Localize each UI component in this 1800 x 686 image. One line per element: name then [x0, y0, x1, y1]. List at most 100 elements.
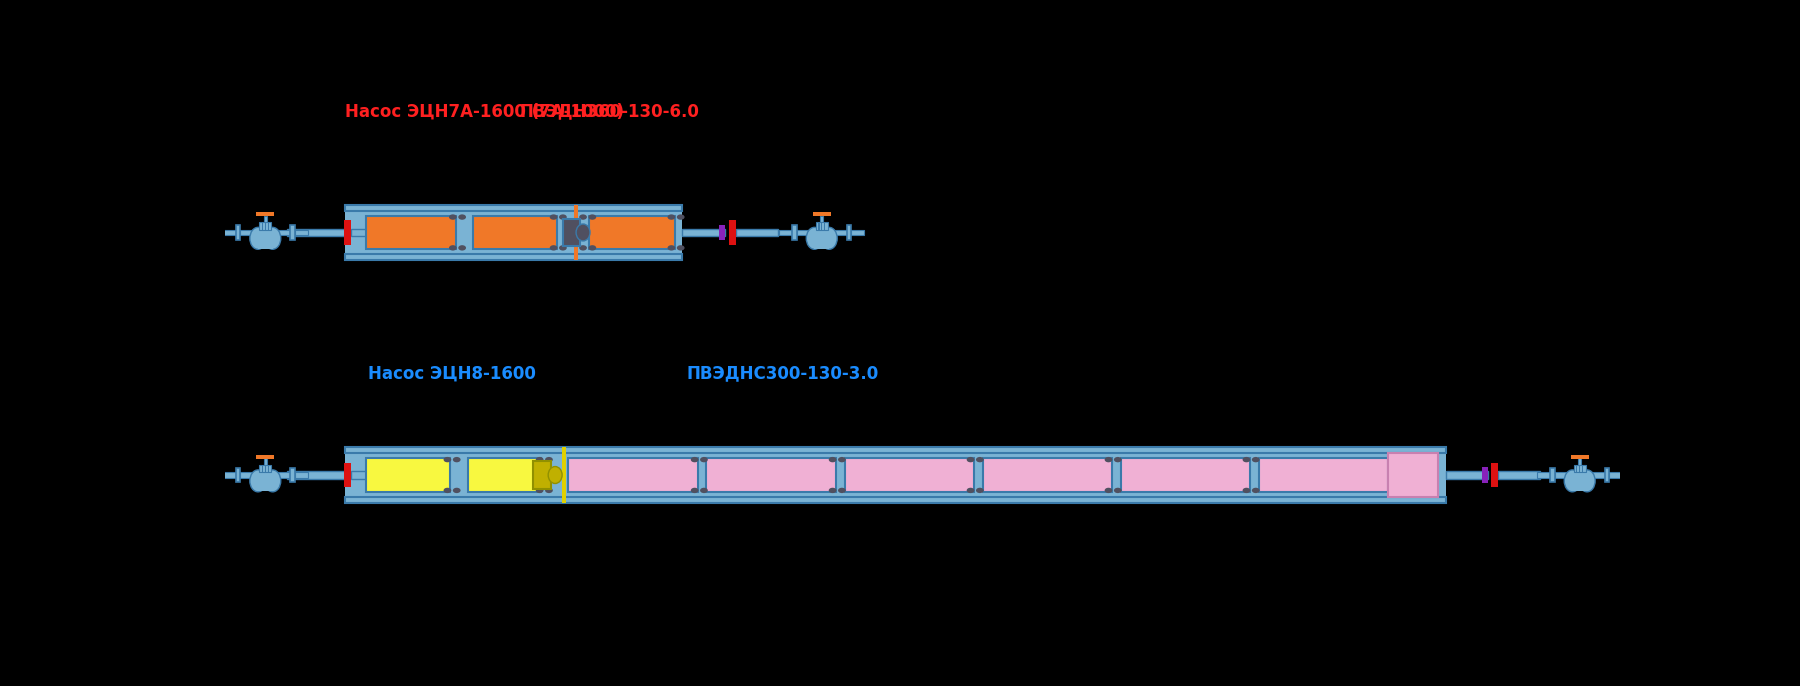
Ellipse shape: [549, 245, 558, 250]
Bar: [286, 471, 346, 479]
Ellipse shape: [1242, 488, 1251, 493]
Ellipse shape: [1242, 457, 1251, 462]
Bar: [1588, 472, 1606, 478]
Ellipse shape: [443, 488, 452, 493]
Ellipse shape: [668, 215, 675, 220]
Bar: [265, 458, 266, 466]
Bar: [1550, 468, 1555, 482]
Bar: [259, 465, 272, 472]
Ellipse shape: [806, 227, 823, 249]
Ellipse shape: [589, 245, 596, 250]
Ellipse shape: [536, 457, 544, 462]
Bar: [815, 222, 828, 230]
Bar: [1537, 472, 1550, 478]
Ellipse shape: [828, 457, 837, 462]
Ellipse shape: [580, 245, 587, 250]
Bar: [351, 471, 365, 479]
Bar: [351, 228, 365, 236]
Bar: [236, 468, 239, 482]
Bar: [290, 468, 295, 482]
Ellipse shape: [549, 466, 562, 484]
Bar: [851, 230, 864, 235]
Bar: [365, 458, 450, 492]
Bar: [286, 228, 346, 236]
Ellipse shape: [560, 215, 567, 220]
Bar: [706, 458, 835, 492]
Ellipse shape: [576, 224, 590, 241]
Bar: [1121, 458, 1249, 492]
Bar: [589, 215, 675, 250]
Ellipse shape: [839, 488, 846, 493]
Bar: [792, 225, 797, 240]
Bar: [718, 225, 725, 240]
Bar: [1481, 467, 1489, 483]
Bar: [272, 230, 290, 235]
Bar: [346, 204, 682, 211]
Text: ПВЭДНС300-130-3.0: ПВЭДНС300-130-3.0: [686, 364, 878, 382]
Bar: [239, 230, 257, 235]
Bar: [256, 212, 274, 216]
Text: Насос ЭЦН8-1600: Насос ЭЦН8-1600: [369, 364, 536, 382]
Ellipse shape: [700, 457, 707, 462]
Bar: [295, 472, 308, 478]
Ellipse shape: [839, 457, 846, 462]
Ellipse shape: [1114, 457, 1121, 462]
Ellipse shape: [967, 488, 974, 493]
Ellipse shape: [250, 470, 266, 492]
Ellipse shape: [545, 457, 553, 462]
Ellipse shape: [1579, 470, 1595, 492]
Bar: [729, 220, 736, 245]
Bar: [736, 228, 778, 236]
Ellipse shape: [1105, 488, 1112, 493]
Ellipse shape: [691, 488, 698, 493]
Bar: [1555, 472, 1573, 478]
Bar: [814, 230, 830, 248]
Ellipse shape: [700, 488, 707, 493]
Ellipse shape: [821, 227, 837, 249]
Ellipse shape: [454, 488, 461, 493]
Ellipse shape: [1564, 470, 1580, 492]
Ellipse shape: [443, 457, 452, 462]
Bar: [533, 461, 551, 489]
Bar: [1490, 462, 1498, 487]
Ellipse shape: [976, 488, 985, 493]
Ellipse shape: [976, 457, 985, 462]
Bar: [257, 230, 272, 248]
Ellipse shape: [1251, 457, 1260, 462]
Bar: [1258, 458, 1388, 492]
Bar: [344, 220, 351, 245]
Bar: [346, 497, 1445, 503]
Text: ПВЭДН360-130-6.0: ПВЭДН360-130-6.0: [520, 102, 700, 120]
Ellipse shape: [459, 245, 466, 250]
Ellipse shape: [1114, 488, 1121, 493]
Bar: [346, 447, 1445, 453]
Bar: [1609, 472, 1622, 478]
Bar: [1579, 458, 1580, 466]
Bar: [567, 458, 698, 492]
Text: Насос ЭЦН7А-1600 (7А-1000): Насос ЭЦН7А-1600 (7А-1000): [346, 102, 625, 120]
Bar: [239, 472, 257, 478]
Bar: [346, 254, 682, 260]
Bar: [797, 230, 814, 235]
Bar: [468, 458, 542, 492]
Bar: [365, 215, 455, 250]
Ellipse shape: [549, 215, 558, 220]
Bar: [346, 453, 1445, 497]
Bar: [1498, 471, 1541, 479]
Ellipse shape: [1251, 488, 1260, 493]
Bar: [1445, 471, 1489, 479]
Bar: [265, 215, 266, 223]
Ellipse shape: [589, 215, 596, 220]
Bar: [844, 458, 974, 492]
Bar: [1571, 455, 1589, 459]
Bar: [1606, 468, 1609, 482]
Ellipse shape: [459, 215, 466, 220]
Ellipse shape: [580, 215, 587, 220]
Ellipse shape: [265, 470, 281, 492]
Bar: [983, 458, 1112, 492]
Bar: [574, 204, 578, 260]
Bar: [1573, 465, 1586, 472]
Bar: [295, 230, 308, 235]
Bar: [290, 225, 295, 240]
Ellipse shape: [967, 457, 974, 462]
